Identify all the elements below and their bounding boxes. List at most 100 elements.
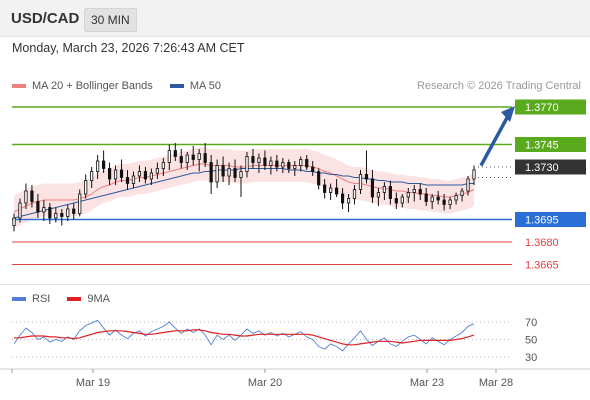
- candle: [412, 185, 416, 202]
- candle: [42, 200, 46, 221]
- candle: [24, 183, 28, 209]
- candle: [209, 155, 213, 194]
- candle: [454, 192, 458, 205]
- candle-body: [424, 193, 428, 202]
- candle: [329, 183, 333, 200]
- candle: [317, 168, 321, 190]
- candle-body: [66, 208, 70, 217]
- candle-body: [376, 192, 381, 198]
- legend-ma50-swatch: [169, 84, 184, 89]
- candle-body: [442, 199, 446, 205]
- x-tick-label-2: Mar 23: [410, 377, 444, 389]
- price-legend: MA 20 + Bollinger Bands MA 50: [12, 80, 235, 92]
- x-tick-label-3: Mar 28: [479, 377, 513, 389]
- candle-body: [472, 169, 476, 180]
- candle-body: [137, 171, 142, 177]
- candle: [239, 165, 243, 197]
- candle-body: [203, 153, 207, 163]
- candle: [305, 155, 309, 170]
- x-tick-label-0: Mar 19: [76, 377, 110, 389]
- candle: [340, 188, 345, 209]
- candle-body: [12, 217, 16, 226]
- candle-body: [54, 213, 58, 219]
- candle: [54, 207, 58, 223]
- candle-body: [179, 156, 183, 163]
- candle: [436, 191, 440, 205]
- candle-body: [466, 178, 470, 192]
- timeframe-button[interactable]: 30 MIN: [84, 8, 137, 32]
- candle-body: [430, 196, 434, 202]
- candle: [346, 194, 351, 212]
- candle: [167, 144, 171, 170]
- candle-body: [173, 150, 177, 157]
- candle: [448, 197, 452, 209]
- candle: [281, 158, 285, 173]
- header-bar: USD/CAD 30 MIN: [0, 0, 590, 37]
- legend-rsi-label: RSI: [32, 293, 51, 305]
- panel-divider: [0, 284, 590, 285]
- candle-body: [209, 162, 213, 183]
- candle-body: [305, 159, 309, 168]
- candle: [311, 161, 315, 176]
- candle-body: [400, 196, 404, 204]
- candle-body: [60, 213, 64, 217]
- candle: [227, 162, 231, 185]
- candle: [173, 143, 177, 161]
- candle-body: [24, 190, 28, 204]
- candle: [257, 153, 261, 173]
- current-price-label: 1.3730: [525, 162, 559, 174]
- candle-body: [251, 156, 255, 163]
- level-tag-0: [515, 99, 586, 115]
- candle: [418, 183, 422, 200]
- candle: [18, 198, 22, 223]
- candle-body: [48, 207, 52, 219]
- candle: [382, 182, 386, 200]
- candle-body: [72, 208, 76, 214]
- candle: [161, 158, 165, 176]
- candle: [215, 159, 219, 188]
- candle: [430, 194, 434, 209]
- candle: [388, 180, 392, 205]
- legend-9ma-swatch: [67, 297, 82, 302]
- candle-body: [102, 160, 106, 169]
- candle: [221, 156, 225, 182]
- candle-body: [394, 198, 398, 204]
- candle-body: [239, 171, 243, 178]
- candle-body: [346, 198, 351, 204]
- candle: [155, 162, 159, 179]
- level-tag-2: [515, 212, 586, 227]
- candle: [424, 188, 428, 206]
- candle-body: [84, 180, 88, 195]
- legend-rsi-swatch: [12, 297, 26, 302]
- candle-body: [388, 186, 392, 199]
- candle-body: [454, 195, 458, 201]
- candle-body: [36, 201, 40, 213]
- candle-body: [197, 153, 201, 160]
- candle: [197, 149, 201, 172]
- candle: [143, 167, 148, 184]
- candle: [233, 159, 237, 182]
- candle: [376, 188, 381, 206]
- candle-body: [358, 174, 363, 190]
- candle-body: [418, 189, 422, 195]
- candle-body: [96, 160, 100, 172]
- candle: [48, 203, 52, 224]
- candle-body: [30, 190, 34, 202]
- candle: [30, 185, 34, 208]
- candle: [203, 143, 207, 167]
- legend-9ma-label: 9MA: [87, 293, 111, 305]
- candle-body: [191, 154, 195, 160]
- candle: [472, 165, 476, 185]
- candle: [66, 204, 70, 221]
- candle-body: [412, 189, 416, 193]
- candle-body: [42, 207, 46, 213]
- candle-body: [317, 171, 321, 186]
- candle-body: [364, 174, 369, 180]
- forecast-arrow-head: [501, 106, 515, 122]
- candle-body: [167, 150, 171, 163]
- candle-body: [78, 193, 82, 214]
- rsi-legend: RSI 9MA: [12, 293, 124, 305]
- candle-body: [460, 190, 464, 196]
- candle: [358, 170, 363, 194]
- candle-body: [215, 165, 219, 183]
